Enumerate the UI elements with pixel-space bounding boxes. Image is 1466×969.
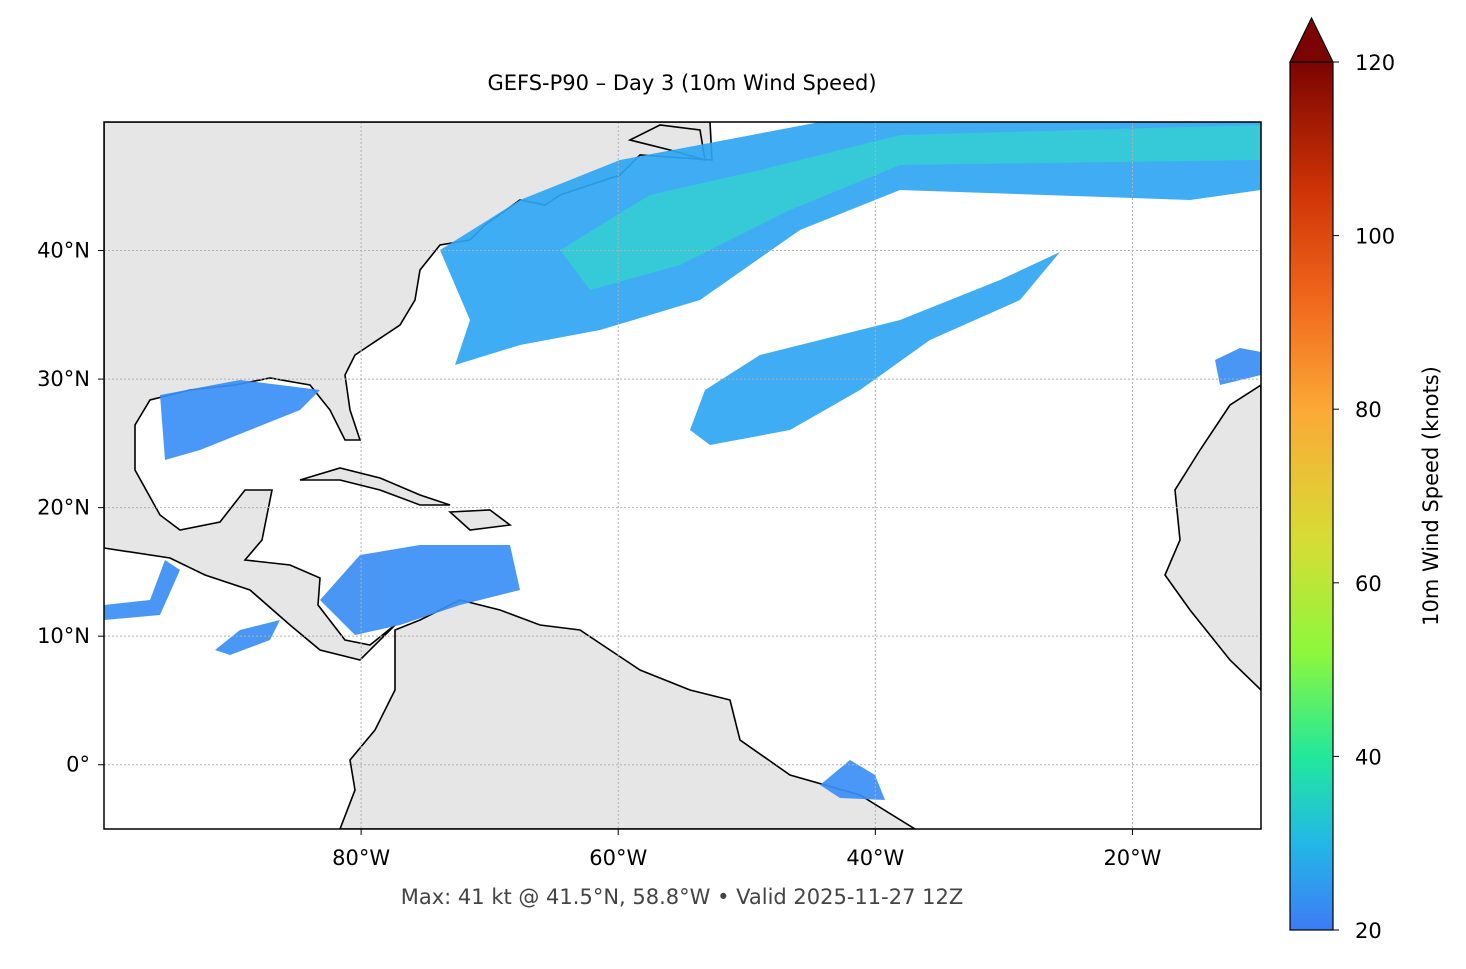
colorbar-tick-label: 60 [1355, 572, 1382, 596]
map-title: GEFS-P90 – Day 3 (10m Wind Speed) [487, 71, 876, 95]
map-area [104, 122, 1261, 829]
hispaniola [448, 509, 513, 531]
colorbar-extend [1289, 16, 1334, 63]
wind-area [104, 560, 180, 620]
map-frame [103, 121, 1262, 830]
y-tick-label: 20°N [37, 496, 90, 520]
wind-area [440, 122, 1261, 365]
south-america [339, 599, 917, 829]
x-tick-label: 60°W [589, 846, 647, 870]
wind-area [1215, 348, 1261, 385]
africa [1164, 384, 1261, 692]
wind-area [160, 380, 320, 460]
wind-area [820, 760, 885, 800]
x-tick-label: 40°W [846, 846, 904, 870]
wind-area [320, 545, 520, 635]
y-tick-label: 30°N [37, 367, 90, 391]
cuba [299, 467, 451, 506]
footer-note: Max: 41 kt @ 41.5°N, 58.8°W • Valid 2025… [401, 885, 964, 909]
colorbar [1289, 61, 1334, 931]
colorbar-label: 10m Wind Speed (knots) [1419, 366, 1443, 626]
x-tick-label: 20°W [1103, 846, 1161, 870]
colorbar-tick-label: 120 [1355, 51, 1395, 75]
wind-area [690, 252, 1060, 445]
colorbar-tick-label: 40 [1355, 745, 1382, 769]
x-tick-label: 80°W [332, 846, 390, 870]
wind-core [560, 125, 1261, 290]
y-tick-label: 10°N [37, 624, 90, 648]
colorbar-tick-label: 100 [1355, 225, 1395, 249]
y-tick-label: 0° [66, 753, 90, 777]
y-tick-label: 40°N [37, 239, 90, 263]
colorbar-tick-label: 80 [1355, 398, 1382, 422]
wind-area [215, 620, 280, 655]
colorbar-tick-label: 20 [1355, 919, 1382, 943]
